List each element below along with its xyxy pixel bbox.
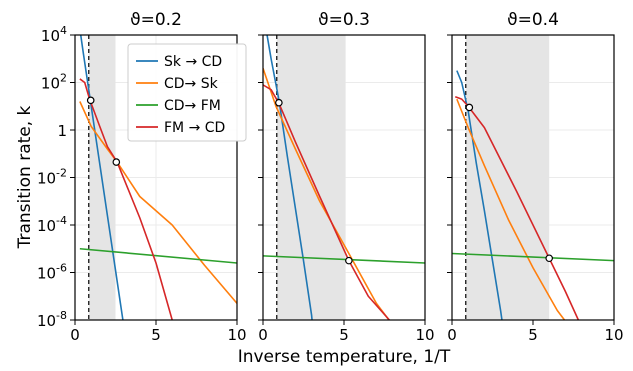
x-tick-label: 5 — [528, 326, 538, 344]
y-tick-exponent: 2 — [60, 72, 67, 85]
y-tick-label: 10-2 — [37, 167, 67, 188]
series-line-cd-fm — [263, 255, 425, 264]
y-tick-label: 10-4 — [37, 214, 67, 235]
x-tick-label: 0 — [70, 326, 80, 344]
crossing-marker — [112, 158, 121, 166]
y-tick-base: 10 — [37, 170, 56, 188]
x-tick-label: 10 — [227, 326, 246, 344]
crossing-marker — [86, 96, 95, 105]
panel-title: ϑ=0.2 — [130, 10, 182, 30]
y-tick-exponent: 4 — [60, 24, 67, 37]
legend-label: Sk → CD — [164, 54, 222, 70]
y-tick-label: 10-8 — [37, 309, 67, 330]
panel-3: 0 5 10 ϑ=0.4 — [447, 10, 624, 344]
panel-title: ϑ=0.4 — [507, 10, 559, 30]
series-line-cd-sk — [79, 101, 237, 304]
x-axis-title: Inverse temperature, 1/T — [238, 347, 451, 367]
y-tick-base: 10 — [41, 75, 60, 93]
legend-label: CD→ Sk — [164, 76, 219, 92]
x-tick-label: 10 — [415, 326, 434, 344]
series-group — [452, 70, 614, 320]
series-line-cd-fm — [452, 252, 614, 262]
y-tick-label: 10-6 — [37, 262, 67, 283]
series-group — [263, 35, 425, 320]
y-tick-exponent: -8 — [56, 309, 67, 322]
crossing-marker — [345, 256, 353, 265]
y-tick-exponent: -6 — [56, 262, 67, 275]
legend-label: FM → CD — [164, 120, 225, 136]
series-line-fm-cd — [79, 78, 173, 320]
series-line-sk-cd — [79, 35, 124, 320]
x-tick-label: 10 — [604, 326, 623, 344]
x-tick-label: 5 — [339, 326, 349, 344]
panel-title: ϑ=0.3 — [318, 10, 370, 30]
y-tick-label: 1 — [57, 122, 67, 140]
y-tick-label: 102 — [41, 72, 67, 93]
series-line-sk-cd — [456, 70, 503, 320]
series-group — [79, 35, 237, 320]
x-tick-label: 0 — [258, 326, 268, 344]
crossing-marker — [545, 254, 554, 263]
series-line-cd-sk — [263, 67, 391, 320]
legend-box — [127, 43, 247, 142]
x-tick-label: 0 — [447, 326, 457, 344]
y-tick-base: 10 — [37, 312, 56, 330]
y-tick-exponent: -2 — [56, 167, 67, 180]
series-line-fm-cd — [454, 95, 580, 320]
series-line-sk-cd — [266, 35, 313, 320]
crossing-marker — [465, 103, 474, 112]
series-line-fm-cd — [263, 84, 390, 320]
x-tick-label: 5 — [151, 326, 161, 344]
series-line-cd-fm — [79, 247, 237, 264]
y-tick-exponent: -4 — [56, 214, 67, 227]
legend-label: CD→ FM — [164, 98, 221, 114]
crossing-marker — [275, 98, 283, 107]
y-tick-base: 10 — [41, 27, 60, 45]
y-tick-label: 104 — [41, 24, 67, 45]
y-tick-base: 10 — [37, 217, 56, 235]
y-tick-base: 10 — [37, 265, 56, 283]
legend: Sk → CD CD→ Sk CD→ FM FM → CD — [127, 43, 247, 142]
series-line-cd-sk — [456, 98, 566, 320]
panel-2: 0 5 10 ϑ=0.3 — [258, 10, 435, 344]
y-axis-title: Transition rate, k — [15, 105, 35, 249]
